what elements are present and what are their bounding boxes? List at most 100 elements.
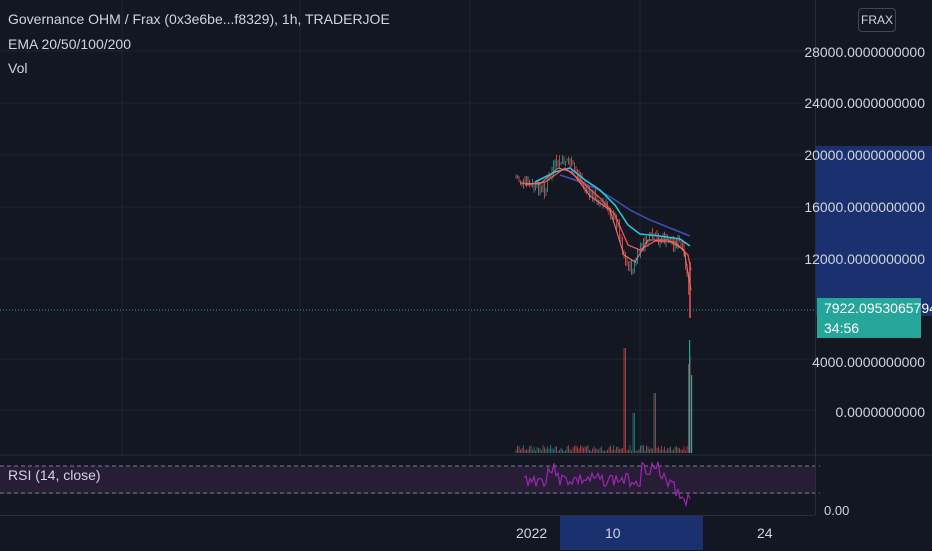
volume-bar [667, 448, 668, 453]
volume-bar [548, 448, 550, 453]
volume-bar [682, 449, 683, 453]
volume-bar [676, 446, 677, 453]
volume-bar [605, 450, 607, 453]
ema-lines [519, 167, 692, 291]
volume-bar [547, 446, 548, 453]
volume-bar [554, 446, 556, 453]
volume-bar [647, 446, 649, 453]
volume-bar [640, 445, 641, 453]
currency-badge[interactable]: FRAX [858, 8, 896, 32]
countdown-timer: 34:56 [824, 320, 860, 336]
volume-bar [635, 450, 637, 453]
rsi-line [523, 461, 691, 508]
volume-bar [598, 450, 599, 453]
time-tick: 10 [605, 525, 621, 541]
volume-bar [587, 445, 589, 453]
volume-bar [557, 450, 559, 453]
volume-bar [530, 445, 532, 453]
volume-bar [638, 449, 640, 453]
volume-bar [670, 446, 671, 453]
volume-bar [619, 448, 620, 453]
volume-bar [518, 446, 520, 453]
volume-bar [614, 450, 616, 453]
volume-bar [527, 449, 529, 453]
volume-bar [656, 447, 658, 453]
price-tick: 24000.0000000000 [804, 95, 925, 111]
volume-bar [613, 445, 614, 453]
volume-bar [572, 447, 574, 453]
price-range-highlight [816, 146, 932, 316]
time-range-highlight [560, 516, 703, 550]
volume-bar [542, 445, 544, 453]
chart-title[interactable]: Governance OHM / Frax (0x3e6be...f8329),… [8, 11, 390, 27]
volume-bar [629, 445, 631, 453]
volume-bar [661, 445, 662, 453]
volume-bar [599, 447, 601, 453]
rsi-legend[interactable]: RSI (14, close) [8, 467, 101, 483]
volume-bar [521, 448, 523, 453]
price-tick: 16000.0000000000 [804, 199, 925, 215]
volume-bar [586, 446, 587, 453]
volume-bars [515, 340, 693, 453]
volume-bar [568, 445, 569, 453]
rsi-line [523, 461, 691, 508]
volume-bar [652, 448, 653, 453]
volume-bar [533, 447, 535, 453]
volume-bar [596, 448, 598, 453]
volume-bar [581, 446, 583, 453]
volume-bar [536, 447, 538, 453]
volume-bar [584, 446, 586, 453]
volume-bar [583, 447, 584, 453]
volume-bar [679, 448, 680, 453]
volume-bar [517, 445, 518, 453]
current-price-label: 7922.0953065794 34:56 [817, 298, 932, 338]
current-price-value: 7922.0953065794 [824, 300, 932, 316]
volume-bar [655, 393, 656, 453]
volume-bar [553, 449, 554, 453]
volume-bar [539, 448, 541, 453]
volume-bar [565, 450, 566, 453]
volume-bar [668, 448, 670, 453]
volume-bar [590, 450, 592, 453]
volume-bar [658, 446, 659, 453]
volume-bar [641, 445, 643, 453]
volume-bar [563, 450, 565, 453]
rsi-pane-bg [0, 466, 815, 494]
volume-bar [637, 450, 638, 453]
volume-bar [649, 449, 650, 453]
volume-bar [617, 446, 619, 453]
volume-bar [593, 446, 595, 453]
vol-legend[interactable]: Vol [8, 60, 28, 76]
volume-bar [574, 445, 575, 453]
volume-bar [608, 447, 610, 453]
volume-bar [607, 449, 608, 453]
price-tick: 28000.0000000000 [804, 44, 925, 60]
volume-bar [577, 446, 578, 453]
volume-bar [664, 446, 665, 453]
volume-bar [580, 445, 581, 453]
volume-bar [673, 449, 674, 453]
ema-legend[interactable]: EMA 20/50/100/200 [8, 36, 131, 52]
volume-bar [691, 375, 693, 453]
grid [0, 0, 815, 455]
volume-bar [686, 445, 688, 453]
ema-20-line [519, 167, 692, 291]
volume-bar [623, 348, 625, 453]
volume-bar [559, 450, 560, 453]
price-tick: 12000.0000000000 [804, 251, 925, 267]
volume-bar [671, 450, 673, 453]
volume-bar [683, 446, 685, 453]
volume-bar [589, 449, 590, 453]
volume-bar [520, 449, 521, 453]
price-axis[interactable]: 28000.0000000000 24000.0000000000 20000.… [804, 0, 932, 515]
time-axis[interactable]: 2022 10 24 [0, 515, 815, 551]
volume-bar [604, 450, 605, 453]
volume-bar [610, 445, 611, 453]
volume-bar [526, 449, 527, 453]
volume-bar [689, 340, 691, 453]
volume-bar [680, 449, 682, 453]
volume-bar [650, 447, 652, 453]
volume-bar [622, 447, 623, 453]
